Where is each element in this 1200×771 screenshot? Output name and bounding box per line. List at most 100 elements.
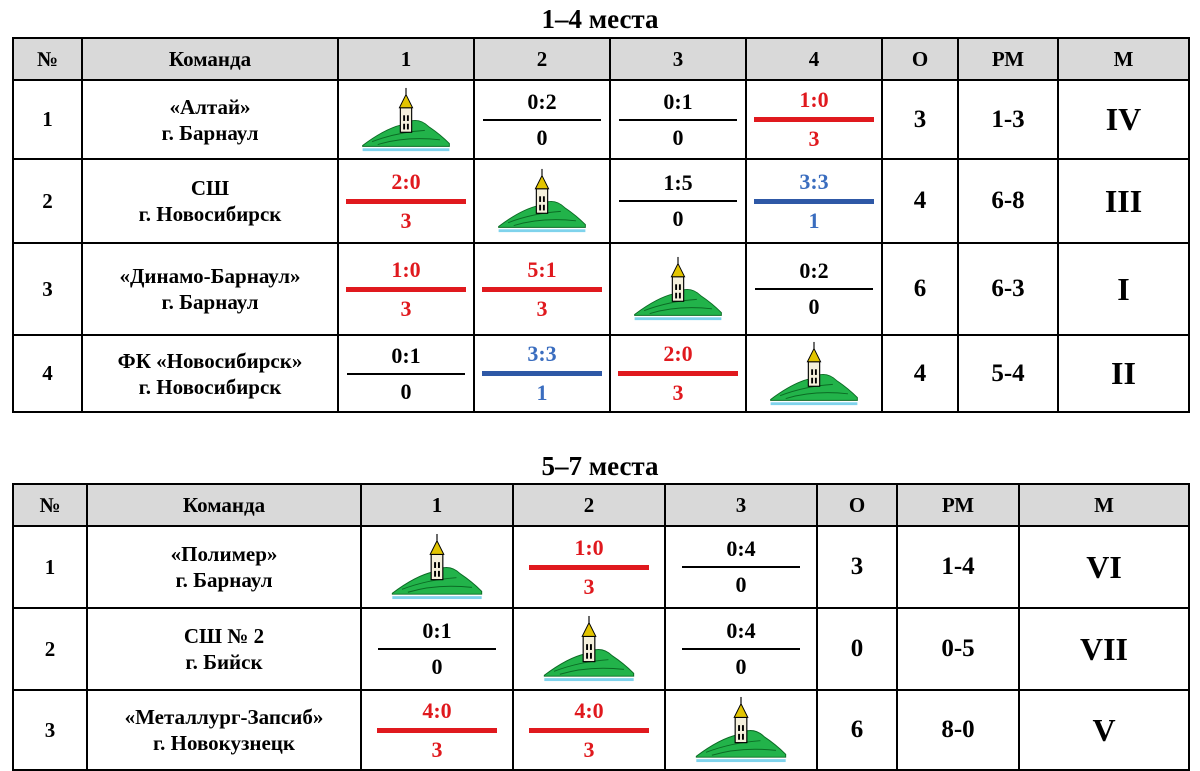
match-points: 0 [672,206,684,231]
table-header-row: № Команда 1 2 3 4 О РМ М [12,37,1190,81]
score-divider [346,286,466,292]
table-row: 2 СШ г. Новосибирск 2:0 3 1:5 0 3:3 1 4 6-8 III [12,158,1190,244]
score-value: 0:1 [663,88,693,114]
total-points: 4 [881,158,959,244]
match-result-cell: 0:1 0 [360,607,514,691]
match-result-cell: 1:0 3 [745,79,883,160]
standings-table-1-4: № Команда 1 2 3 4 О РМ М 1 «Алтай» г. Барнаул 0:2 0 0… [12,37,1190,413]
match-score: 2:0 3 [611,341,745,406]
score-value: 1:0 [574,534,604,560]
column-header: РМ [896,483,1020,527]
final-place: I [1057,242,1190,336]
match-result-cell: 2:0 3 [609,334,747,413]
score-value: 2:0 [663,341,693,366]
goals-ratio: 6-3 [957,242,1059,336]
match-result-cell: 0:4 0 [664,607,818,691]
row-number: 2 [12,607,88,691]
match-points: 1 [808,207,820,233]
row-number: 3 [12,242,83,336]
score-value: 1:0 [799,87,829,112]
match-score: 1:0 3 [339,257,473,322]
column-header: О [881,37,959,81]
final-place: IV [1057,79,1190,160]
score-divider [482,286,602,292]
team-city: г. Бийск [185,650,263,674]
self-match-cell [337,79,475,160]
score-divider [619,118,737,121]
match-result-cell: 3:3 1 [745,158,883,244]
match-points: 0 [400,378,412,404]
team-logo-icon [634,256,722,321]
score-divider [682,566,800,568]
column-header: О [816,483,898,527]
total-points: 3 [816,525,898,609]
score-value: 0:2 [527,88,557,114]
team-logo-icon [498,168,586,233]
column-header: М [1018,483,1190,527]
match-result-cell: 0:1 0 [609,79,747,160]
team-name: ФК «Новосибирск» г. Новосибирск [81,334,339,413]
match-points: 3 [536,295,548,321]
match-points: 3 [808,126,820,151]
team-title: СШ № 2 [183,624,265,648]
final-place: V [1018,689,1190,771]
table-header-row: № Команда 1 2 3 О РМ М [12,483,1190,527]
match-result-cell: 3:3 1 [473,334,611,413]
total-points: 6 [816,689,898,771]
goals-ratio: 1-3 [957,79,1059,160]
table-row: 4 ФК «Новосибирск» г. Новосибирск 0:1 0 3:3 1 2… [12,334,1190,413]
score-divider [378,648,496,650]
match-score: 0:1 0 [611,89,745,151]
table2-title: 5–7 места [541,451,659,481]
team-city: г. Новосибирск [138,374,282,399]
goals-ratio: 8-0 [896,689,1020,771]
self-match-cell [473,158,611,244]
team-name: СШ № 2 г. Бийск [86,607,362,691]
match-points: 3 [431,736,443,762]
match-score: 5:1 3 [475,257,609,322]
team-title: ФК «Новосибирск» [117,348,303,373]
match-score: 1:0 3 [514,535,664,600]
team-name: «Металлург-Запсиб» г. Новокузнецк [86,689,362,771]
match-result-cell: 4:0 3 [360,689,514,771]
total-points: 0 [816,607,898,691]
match-score: 0:1 0 [339,343,473,405]
match-result-cell: 0:4 0 [664,525,818,609]
match-points: 3 [400,295,412,321]
match-points: 3 [583,736,595,762]
team-logo-icon [695,696,787,763]
match-score: 0:1 0 [362,618,512,680]
team-name: «Полимер» г. Барнаул [86,525,362,609]
team-title: «Алтай» [169,94,251,119]
match-points: 0 [735,654,747,679]
match-points: 3 [400,207,412,233]
score-divider [755,288,873,290]
match-score: 0:4 0 [666,618,816,680]
match-result-cell: 0:1 0 [337,334,475,413]
match-points: 0 [735,572,747,597]
goals-ratio: 0-5 [896,607,1020,691]
standings-table-5-7: № Команда 1 2 3 О РМ М 1 «Полимер» г. Барнаул 1:0 3… [12,483,1190,771]
score-value: 4:0 [574,697,604,723]
match-points: 0 [431,654,443,679]
column-header: № [12,37,83,81]
score-divider [377,727,497,733]
match-result-cell: 1:0 3 [337,242,475,336]
team-logo-icon [770,341,858,405]
match-score: 3:3 1 [475,341,609,406]
score-value: 5:1 [527,256,557,282]
match-result-cell: 5:1 3 [473,242,611,336]
team-title: СШ [190,176,230,200]
team-city: г. Новокузнецк [152,731,296,755]
goals-ratio: 6-8 [957,158,1059,244]
total-points: 6 [881,242,959,336]
table-row: 3 «Металлург-Запсиб» г. Новокузнецк 4:0 3 4:0… [12,689,1190,771]
table-row: 3 «Динамо-Барнаул» г. Барнаул 1:0 3 5:1 3 0:2 0 6… [12,242,1190,336]
team-logo-icon [543,615,635,682]
self-match-cell [360,525,514,609]
self-match-cell [609,242,747,336]
team-logo-icon [362,87,450,151]
match-score: 4:0 3 [362,698,512,763]
match-score: 0:2 0 [475,89,609,151]
match-score: 2:0 3 [339,169,473,234]
